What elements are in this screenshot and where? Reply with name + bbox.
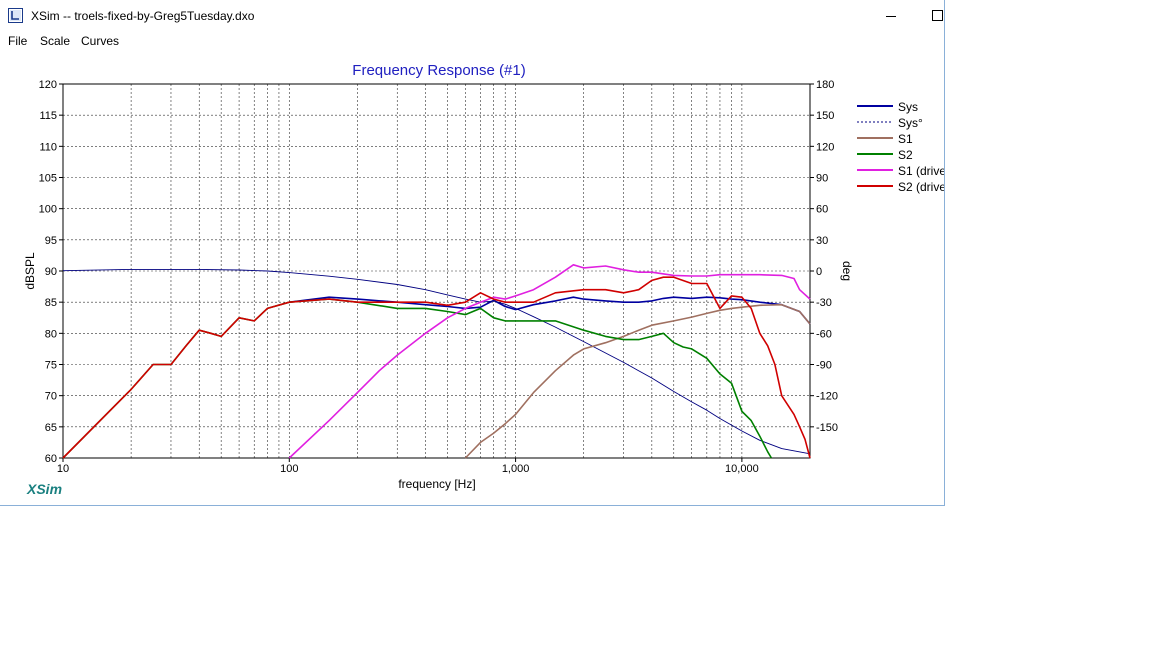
legend-label: S1 (driver) [898,164,944,178]
y2-tick-label: -30 [816,297,832,309]
menu-scale[interactable]: Scale [40,34,71,48]
y2-tick-label: -90 [816,360,832,372]
y-tick-label: 90 [45,266,57,278]
maximize-button[interactable] [914,0,960,31]
x-axis-label: frequency [Hz] [398,477,475,491]
x-tick-label: 10,000 [725,463,759,475]
menu-curves[interactable]: Curves [81,34,120,48]
minimize-button[interactable] [868,0,914,31]
x-tick-label: 1,000 [502,463,530,475]
y2-tick-label: 30 [816,235,828,247]
chart-legend: Sys Sys° S1 S2 S1 (driver) S2 (driver) [857,100,944,194]
curve-s1 [464,303,811,459]
legend-label: S2 [898,148,913,162]
window-title: XSim -- troels-fixed-by-Greg5Tuesday.dxo [31,9,255,23]
menu-file[interactable]: File [8,34,28,48]
xsim-app-icon [8,8,23,23]
maximize-icon [931,10,943,21]
y-tick-label: 75 [45,360,57,372]
y2-tick-label: 180 [816,79,834,91]
curve-sys [62,268,811,455]
y2-tick-label: 120 [816,141,834,153]
y2-axis-ticks: 180 150 120 90 60 30 0 -30 -60 -90 -120 -150 [810,79,838,434]
y-tick-label: 85 [45,297,57,309]
y-tick-label: 95 [45,235,57,247]
chart-title: Frequency Response (#1) [352,62,525,79]
curve-s1-driver [288,264,811,459]
app-window: XSim -- troels-fixed-by-Greg5Tuesday.dxo… [0,0,945,506]
x-tick-label: 100 [280,463,298,475]
y-tick-label: 110 [39,141,57,153]
x-tick-label: 10 [57,463,69,475]
y-tick-label: 115 [39,110,57,122]
legend-label: Sys° [898,116,923,130]
y2-axis-label: deg [840,261,854,281]
y2-tick-label: 150 [816,110,834,122]
y-tick-label: 70 [45,391,57,403]
minimize-icon [886,15,896,17]
y-tick-label: 105 [39,173,57,185]
legend-label: Sys [898,100,918,114]
y2-tick-label: 90 [816,173,828,185]
chart-curves [62,264,811,459]
chart-grid [63,84,810,458]
title-bar[interactable]: XSim -- troels-fixed-by-Greg5Tuesday.dxo [0,0,944,31]
y-tick-label: 80 [45,328,57,340]
y-axis-ticks: 60 65 70 75 80 85 90 95 100 105 110 115 120 [39,79,63,465]
legend-label: S1 [898,132,913,146]
menu-bar: File Scale Curves [0,31,944,50]
y-tick-label: 60 [45,453,57,465]
x-axis-ticks: 10 100 1,000 10,000 [57,458,759,475]
y-tick-label: 120 [39,79,57,91]
y-axis-label: dBSPL [23,252,37,290]
y2-tick-label: -60 [816,328,832,340]
y2-tick-label: -120 [816,391,838,403]
curve-s2-driver [62,276,811,459]
y2-tick-label: -150 [816,422,838,434]
y2-tick-label: 0 [816,266,822,278]
frequency-response-chart: Frequency Response (#1) 60 65 70 75 80 85 90 95… [23,62,944,497]
xsim-brand-label: XSim [26,481,62,497]
y-tick-label: 65 [45,422,57,434]
y2-tick-label: 60 [816,204,828,216]
legend-label: S2 (driver) [898,180,944,194]
curve-sys [289,296,811,325]
y-tick-label: 100 [39,204,57,216]
